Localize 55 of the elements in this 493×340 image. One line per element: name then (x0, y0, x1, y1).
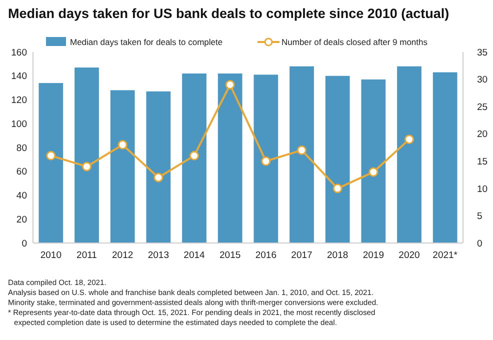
x-tick-label: 2011 (76, 250, 97, 261)
y-tick-label: 0 (22, 238, 27, 250)
point (154, 172, 164, 182)
y-tick-label: 80 (16, 142, 27, 154)
x-tick-label: 2013 (148, 250, 169, 261)
legend-label: Median days taken for deals to complete (70, 37, 223, 47)
bar (218, 73, 242, 243)
y2-tick-label: 0 (477, 238, 482, 250)
point (118, 140, 128, 150)
point (404, 134, 414, 144)
point (225, 80, 235, 90)
x-tick-label: 2020 (398, 250, 420, 261)
point (82, 162, 92, 172)
x-tick-label: 2017 (291, 250, 312, 261)
y-tick-label: 160 (11, 47, 27, 58)
y2-tick-label: 10 (477, 184, 488, 195)
y2-tick-label: 5 (477, 211, 482, 222)
x-tick-label: 2014 (184, 250, 205, 261)
y2-tick-label: 25 (477, 102, 488, 113)
x-tick-label: 2012 (112, 250, 134, 261)
point (332, 184, 342, 194)
bar (290, 66, 314, 243)
point (261, 156, 271, 166)
y2-tick-label: 35 (477, 47, 488, 58)
legend-label: Number of deals closed after 9 months (282, 37, 428, 47)
y-tick-label: 60 (16, 166, 27, 178)
x-tick-label: 2016 (255, 250, 276, 261)
point (368, 167, 378, 177)
y-tick-label: 100 (11, 118, 27, 130)
x-tick-label: 2021* (432, 250, 458, 261)
bar (397, 66, 422, 243)
bar (325, 76, 350, 243)
bar (361, 79, 386, 243)
y2-tick-label: 30 (477, 74, 488, 86)
bar (74, 68, 99, 243)
bar (146, 91, 171, 243)
y-tick-label: 20 (16, 214, 27, 226)
y-tick-label: 140 (11, 71, 27, 82)
point (46, 150, 56, 160)
chart-title: Median days taken for US bank deals to complete since 2010 (actual) (8, 6, 450, 21)
x-tick-label: 2018 (327, 250, 348, 261)
x-tick-label: 2010 (40, 250, 62, 261)
y-tick-label: 40 (16, 190, 27, 202)
bar (182, 73, 206, 243)
x-tick-label: 2015 (220, 250, 241, 261)
point (297, 145, 306, 155)
x-tick-label: 2019 (362, 250, 384, 261)
bar (38, 83, 64, 243)
bar (110, 90, 135, 243)
y-tick-label: 120 (11, 95, 27, 106)
point (190, 150, 199, 160)
y2-tick-label: 15 (477, 156, 488, 168)
y2-tick-label: 20 (477, 129, 488, 140)
bar (254, 74, 278, 243)
bar (432, 72, 458, 243)
